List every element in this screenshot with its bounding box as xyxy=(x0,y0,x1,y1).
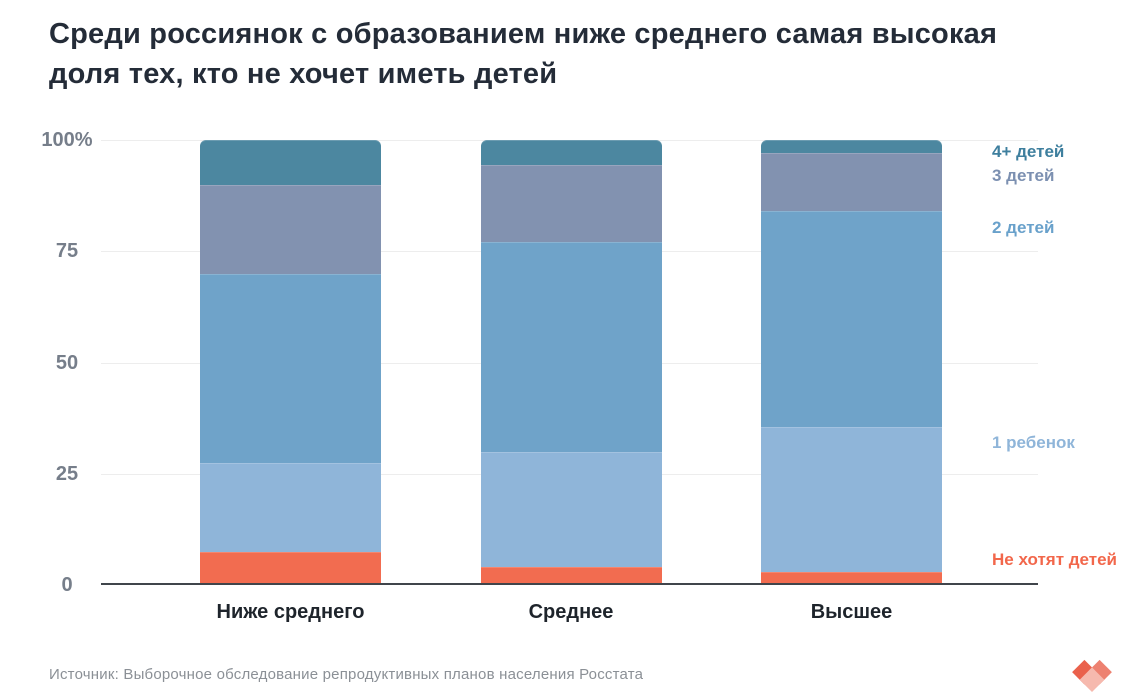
x-axis-label: Ниже среднего xyxy=(216,601,365,623)
x-axis-label: Среднее xyxy=(528,601,614,623)
bar-segment xyxy=(761,153,942,212)
stacked-bar-3 xyxy=(761,140,942,585)
legend-label: 1 ребенок xyxy=(992,433,1075,452)
bar-segment xyxy=(480,451,662,568)
legend-label: 2 детей xyxy=(992,218,1055,237)
pixel-heart-logo-icon xyxy=(1072,659,1112,693)
y-tick-label: 50 xyxy=(55,351,79,374)
stacked-bar-2 xyxy=(480,140,662,585)
bar-segment xyxy=(200,184,381,274)
plot-area: 0 25 50 75 100% Ниже среднего Среднее Высшее xyxy=(41,129,1038,623)
legend-label: Не хотят детей xyxy=(992,550,1117,569)
x-axis-label: Высшее xyxy=(810,601,893,623)
x-axis-line xyxy=(101,583,1038,585)
y-tick-label: 100% xyxy=(41,129,93,151)
y-tick-label: 25 xyxy=(55,462,79,485)
legend-label: 4+ детей xyxy=(992,142,1065,161)
bar-segment xyxy=(200,273,381,463)
bar-segment xyxy=(480,140,662,165)
bar-segment xyxy=(200,551,381,585)
y-tick-label: 75 xyxy=(55,240,79,263)
chart-title: Среди россиянок с образованием ниже сред… xyxy=(49,14,1099,94)
legend-label: 3 детей xyxy=(992,166,1055,185)
stacked-bar-1 xyxy=(200,140,381,585)
bar-segment xyxy=(200,140,381,185)
bar-segment xyxy=(761,211,942,428)
bar-segment xyxy=(200,462,381,552)
chart-title-line1: Среди россиянок с образованием ниже сред… xyxy=(49,18,998,50)
bar-segment xyxy=(480,567,662,585)
source-note: Источник: Выборочное обследование репрод… xyxy=(49,666,644,683)
chart-title-line2: доля тех, кто не хочет иметь детей xyxy=(49,58,558,91)
bar-segment xyxy=(761,571,942,585)
bar-segment xyxy=(480,164,662,243)
y-tick-label: 0 xyxy=(61,574,73,596)
bar-segment xyxy=(761,140,942,154)
bar-segment xyxy=(480,242,662,452)
bar-segment xyxy=(761,427,942,572)
